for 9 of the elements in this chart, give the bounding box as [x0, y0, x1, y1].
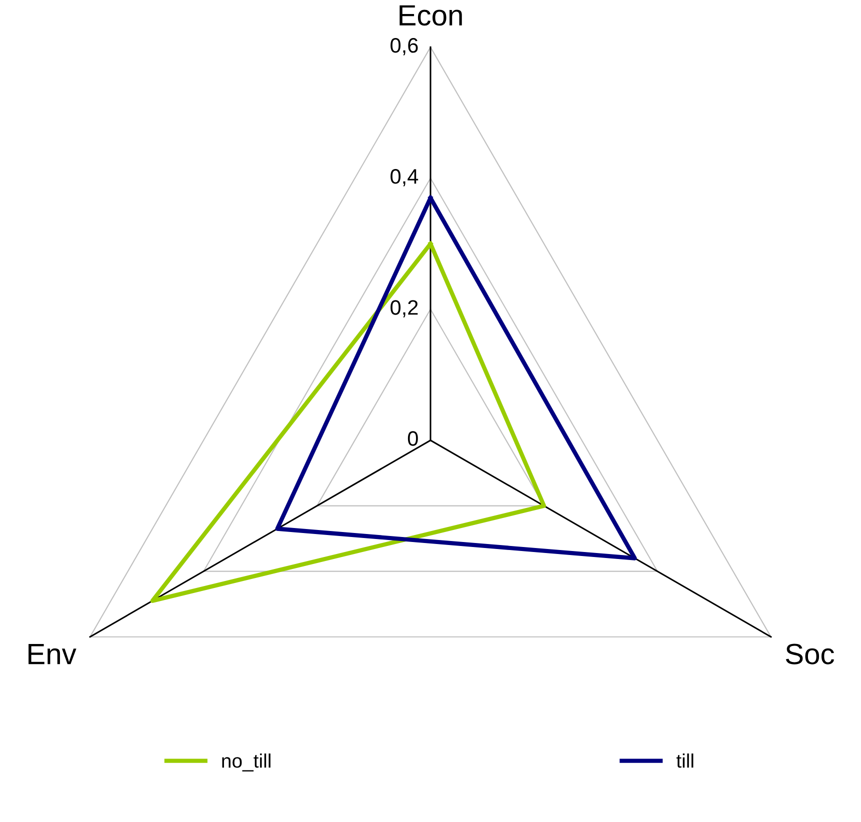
spoke-label: Env	[28, 644, 76, 664]
y-tick-label: 0,4	[390, 169, 418, 186]
legend-label: till	[676, 753, 694, 768]
y-tick-label: 0,2	[390, 300, 418, 318]
legend-label: no_till	[222, 753, 270, 772]
spoke-label: Soc	[786, 644, 834, 664]
y-tick-label: 0,6	[390, 38, 418, 56]
spoke-label: Econ	[400, 5, 462, 26]
y-tick-label: 0	[408, 431, 418, 446]
